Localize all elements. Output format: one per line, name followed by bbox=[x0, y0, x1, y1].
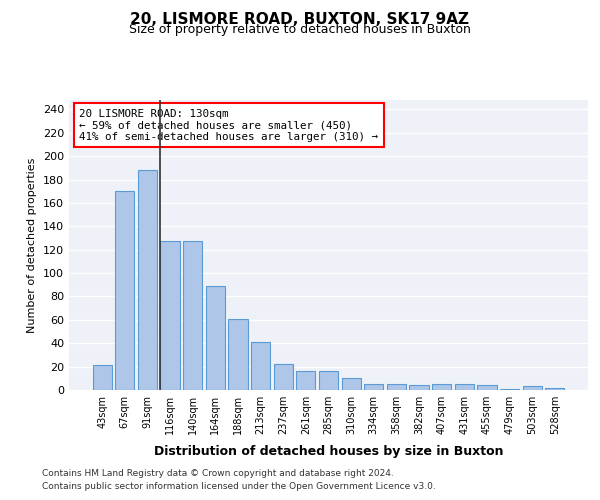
Bar bbox=[296, 372, 316, 390]
Text: 20, LISMORE ROAD, BUXTON, SK17 9AZ: 20, LISMORE ROAD, BUXTON, SK17 9AZ bbox=[131, 12, 470, 28]
Text: Contains public sector information licensed under the Open Government Licence v3: Contains public sector information licen… bbox=[42, 482, 436, 491]
Bar bbox=[115, 191, 134, 390]
Bar bbox=[432, 384, 451, 390]
Bar bbox=[160, 242, 180, 390]
Bar bbox=[92, 366, 112, 390]
Bar bbox=[409, 386, 428, 390]
Bar bbox=[229, 318, 248, 390]
Text: Contains HM Land Registry data © Crown copyright and database right 2024.: Contains HM Land Registry data © Crown c… bbox=[42, 468, 394, 477]
Bar bbox=[319, 372, 338, 390]
Bar bbox=[477, 386, 497, 390]
Bar bbox=[545, 388, 565, 390]
Bar bbox=[206, 286, 225, 390]
Y-axis label: Number of detached properties: Number of detached properties bbox=[28, 158, 37, 332]
Bar bbox=[183, 242, 202, 390]
Bar bbox=[364, 384, 383, 390]
Bar bbox=[387, 384, 406, 390]
Bar bbox=[251, 342, 270, 390]
Text: Size of property relative to detached houses in Buxton: Size of property relative to detached ho… bbox=[129, 24, 471, 36]
Bar bbox=[500, 389, 519, 390]
Bar bbox=[138, 170, 157, 390]
Bar bbox=[455, 384, 474, 390]
Bar bbox=[274, 364, 293, 390]
Bar bbox=[523, 386, 542, 390]
X-axis label: Distribution of detached houses by size in Buxton: Distribution of detached houses by size … bbox=[154, 446, 503, 458]
Text: 20 LISMORE ROAD: 130sqm
← 59% of detached houses are smaller (450)
41% of semi-d: 20 LISMORE ROAD: 130sqm ← 59% of detache… bbox=[79, 108, 379, 142]
Bar bbox=[341, 378, 361, 390]
